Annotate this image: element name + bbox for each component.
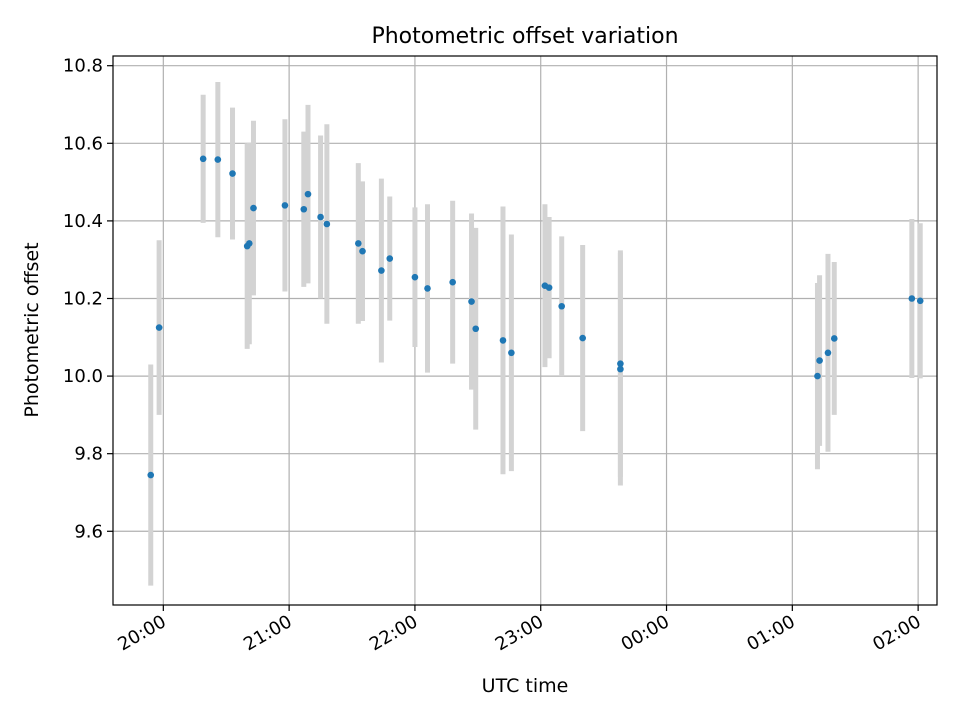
data-point [424, 285, 431, 292]
y-axis-ticks: 9.6 9.8 10.0 10.2 10.4 10.6 10.8 [63, 56, 113, 542]
data-point [916, 297, 924, 305]
data-point [147, 471, 155, 479]
data-point [250, 204, 257, 212]
y-tick-label: 10.8 [63, 56, 103, 77]
y-tick-label: 10.0 [63, 366, 103, 387]
data-point [824, 349, 832, 357]
data-point [468, 298, 475, 305]
data-point [449, 278, 456, 286]
data-point [323, 220, 331, 228]
data-point [617, 365, 624, 373]
data-point [472, 325, 480, 333]
y-tick-label: 9.8 [74, 444, 103, 465]
data-point [558, 302, 565, 310]
data-point [355, 240, 362, 247]
y-tick-label: 10.4 [63, 211, 103, 232]
y-axis-label: Photometric offset [21, 242, 43, 417]
y-tick-label: 10.6 [63, 133, 103, 154]
data-point [908, 295, 916, 302]
data-point [245, 240, 253, 247]
data-point [386, 255, 394, 262]
data-point [411, 273, 419, 281]
data-point [317, 213, 324, 221]
chart-title: Photometric offset variation [371, 24, 678, 49]
x-axis-label: UTC time [482, 675, 569, 697]
data-point [617, 360, 624, 367]
y-tick-label: 9.6 [74, 521, 103, 542]
data-point [814, 372, 821, 380]
data-point [229, 170, 236, 177]
plot-frame [112, 55, 938, 606]
y-tick-label: 10.2 [63, 288, 103, 309]
data-point [378, 267, 385, 274]
data-point [499, 337, 507, 344]
data-points [147, 155, 924, 479]
data-point [300, 205, 308, 213]
data-point [155, 324, 163, 331]
data-point [816, 357, 823, 364]
data-point [199, 155, 207, 163]
data-point [359, 247, 366, 255]
data-point [830, 335, 838, 342]
data-point [304, 190, 312, 198]
data-point [281, 202, 289, 209]
data-point [508, 349, 515, 357]
data-point [545, 284, 553, 291]
data-point [579, 334, 586, 342]
data-point [214, 156, 222, 163]
